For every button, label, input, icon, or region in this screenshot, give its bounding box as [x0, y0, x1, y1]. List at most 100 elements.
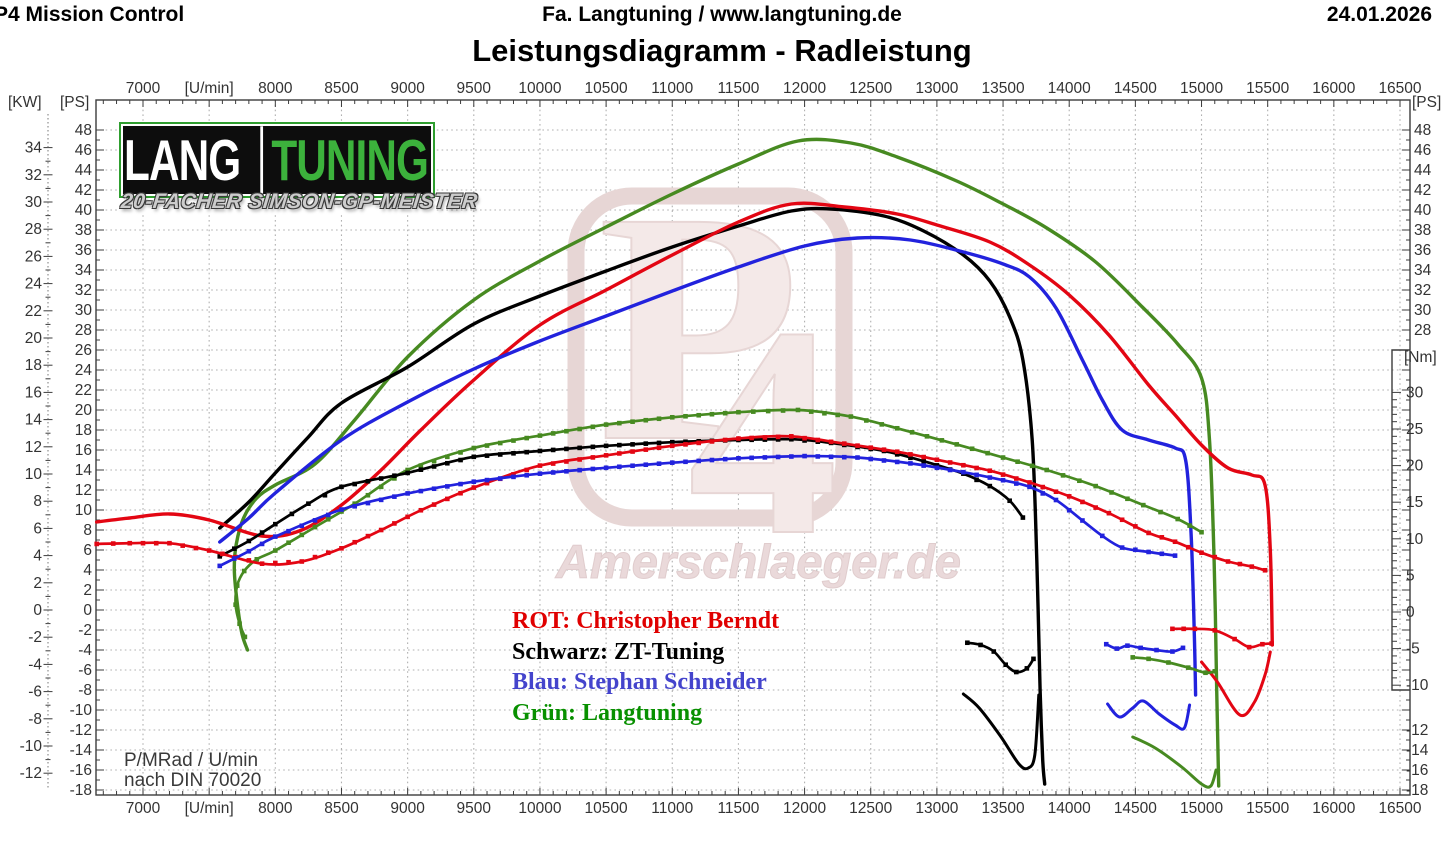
svg-text:42: 42	[75, 182, 92, 199]
svg-text:10000: 10000	[518, 80, 561, 97]
legend-item-red: ROT: Christopher Berndt	[512, 608, 780, 634]
svg-text:-10: -10	[70, 702, 93, 719]
svg-text:-14: -14	[1406, 742, 1429, 759]
svg-text:13000: 13000	[915, 80, 958, 97]
svg-text:16000: 16000	[1312, 800, 1355, 817]
series-red-power	[94, 201, 1274, 647]
svg-text:30: 30	[25, 194, 43, 211]
measurement-note-line1: P/MRad / U/min	[124, 750, 259, 771]
svg-text:-8: -8	[78, 682, 92, 699]
svg-text:[KW]: [KW]	[8, 94, 42, 111]
svg-text:7000: 7000	[126, 800, 161, 817]
svg-text:12: 12	[25, 439, 42, 456]
svg-text:14: 14	[75, 462, 93, 479]
svg-text:15000: 15000	[1180, 80, 1223, 97]
svg-text:11500: 11500	[717, 800, 759, 817]
svg-text:14: 14	[25, 412, 43, 429]
series-blue-coastdown	[1106, 699, 1192, 731]
svg-text:40: 40	[1414, 202, 1432, 219]
svg-text:10: 10	[25, 466, 43, 483]
svg-text:16: 16	[75, 442, 92, 459]
measurement-note-line2: nach DIN 70020	[124, 770, 262, 791]
svg-text:32: 32	[25, 167, 42, 184]
svg-text:46: 46	[75, 142, 92, 159]
svg-text:13000: 13000	[915, 800, 958, 817]
svg-text:11000: 11000	[651, 80, 693, 97]
svg-text:38: 38	[1414, 222, 1431, 239]
svg-text:24: 24	[75, 362, 93, 379]
svg-text:15500: 15500	[1246, 80, 1289, 97]
svg-text:32: 32	[75, 282, 92, 299]
svg-text:34: 34	[25, 140, 43, 157]
series-green-tail	[1130, 655, 1218, 676]
svg-text:[PS]: [PS]	[1412, 94, 1441, 111]
svg-text:[PS]: [PS]	[60, 94, 89, 111]
legend-item-green: Grün: Langtuning	[512, 699, 703, 726]
series-green-torque	[233, 407, 1204, 640]
series-green-coastdown	[1131, 735, 1218, 789]
svg-text:8: 8	[83, 522, 92, 539]
series-blue-tail	[1103, 641, 1186, 654]
series-green-power	[232, 137, 1221, 788]
svg-text:-6: -6	[28, 684, 42, 701]
svg-text:4: 4	[688, 265, 838, 597]
svg-text:26: 26	[25, 248, 42, 265]
svg-text:38: 38	[75, 222, 92, 239]
svg-text:30: 30	[1406, 384, 1424, 401]
svg-text:40: 40	[75, 202, 93, 219]
svg-text:16500: 16500	[1378, 80, 1421, 97]
app-title: P4 Mission Control	[0, 3, 185, 26]
svg-text:9000: 9000	[390, 800, 425, 817]
svg-text:14500: 14500	[1114, 800, 1157, 817]
svg-text:8000: 8000	[258, 80, 293, 97]
svg-text:10500: 10500	[585, 800, 628, 817]
svg-text:-2: -2	[28, 629, 42, 646]
svg-text:48: 48	[75, 122, 92, 139]
svg-text:8500: 8500	[324, 80, 359, 97]
svg-text:26: 26	[75, 342, 92, 359]
svg-text:9000: 9000	[390, 80, 425, 97]
svg-text:22: 22	[25, 303, 42, 320]
svg-text:15: 15	[1406, 494, 1423, 511]
svg-text:7000: 7000	[126, 80, 161, 97]
svg-text:46: 46	[1414, 142, 1431, 159]
svg-text:-10: -10	[20, 738, 43, 755]
langtuning-logo: LANG TUNING 20-FACHER SIMSON-GP-MEISTER	[119, 122, 479, 214]
svg-text:20: 20	[25, 330, 43, 347]
svg-text:32: 32	[1414, 282, 1431, 299]
legend-item-blue: Blau: Stephan Schneider	[512, 669, 767, 695]
series-black-tail	[965, 640, 1036, 675]
svg-text:10500: 10500	[585, 80, 628, 97]
svg-text:-6: -6	[78, 662, 92, 679]
svg-text:2: 2	[83, 582, 92, 599]
svg-text:16000: 16000	[1312, 80, 1355, 97]
svg-text:20: 20	[1406, 458, 1424, 475]
svg-text:4: 4	[83, 562, 92, 579]
svg-text:6: 6	[83, 542, 92, 559]
legend-item-black: Schwarz: ZT-Tuning	[512, 638, 725, 665]
svg-text:10: 10	[75, 502, 93, 519]
svg-text:24: 24	[25, 276, 43, 293]
svg-text:11500: 11500	[717, 80, 759, 97]
svg-text:44: 44	[75, 162, 93, 179]
svg-text:-8: -8	[28, 711, 42, 728]
svg-text:8: 8	[33, 493, 42, 510]
svg-text:0: 0	[83, 602, 92, 619]
svg-text:30: 30	[75, 302, 93, 319]
svg-text:-4: -4	[28, 656, 42, 673]
svg-text:28: 28	[75, 322, 92, 339]
svg-text:34: 34	[75, 262, 93, 279]
page-title: Leistungsdiagramm - Radleistung	[472, 33, 972, 68]
langtuning-logo-box: LANG TUNING	[119, 122, 435, 198]
svg-text:36: 36	[1414, 242, 1431, 259]
logo-subtitle: 20-FACHER SIMSON-GP-MEISTER	[119, 190, 479, 213]
svg-text:36: 36	[75, 242, 92, 259]
svg-text:34: 34	[1414, 262, 1432, 279]
measurement-note: P/MRad / U/min nach DIN 70020	[124, 751, 261, 791]
svg-text:8000: 8000	[258, 800, 293, 817]
svg-text:6: 6	[33, 520, 42, 537]
svg-text:-18: -18	[1406, 782, 1428, 799]
svg-text:5: 5	[1406, 567, 1415, 584]
svg-text:-5: -5	[1406, 641, 1420, 658]
